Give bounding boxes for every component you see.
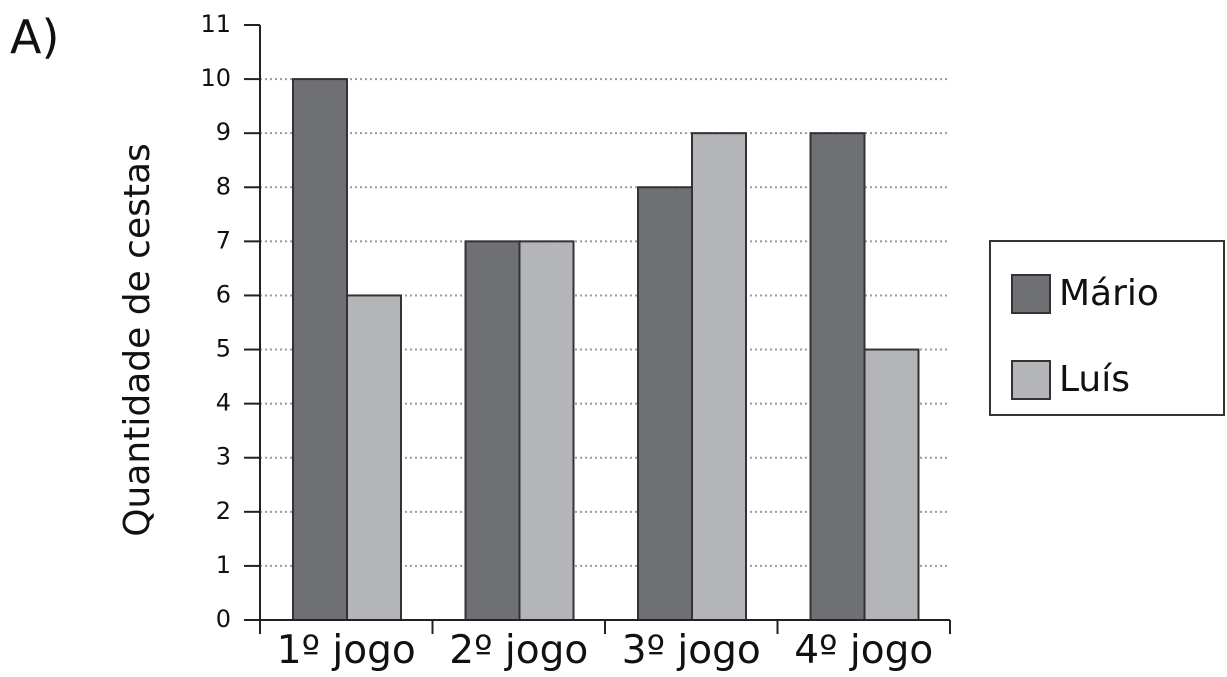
bar-luis-1	[346, 294, 402, 621]
y-tick-label-4: 4	[216, 389, 231, 417]
y-tick-label-10: 10	[200, 64, 231, 92]
legend-label-luis: Luís	[1059, 359, 1130, 400]
y-tick-label-1: 1	[216, 551, 231, 579]
x-tick-label-4: 4º jogo	[794, 628, 933, 673]
y-axis-label: Quantidade de cestas	[117, 143, 158, 537]
x-tick-label-3: 3º jogo	[622, 628, 761, 673]
legend-swatch-mario	[1011, 274, 1051, 314]
y-tick-label-11: 11	[200, 10, 231, 38]
x-tick-label-2: 2º jogo	[449, 628, 588, 673]
panel-label: A)	[10, 10, 60, 64]
bar-mario-4	[809, 132, 866, 621]
bar-mario-3	[637, 186, 693, 621]
bar-mario-1	[292, 78, 348, 622]
bar-luis-4	[863, 348, 920, 621]
x-tick-label-1: 1º jogo	[277, 628, 416, 673]
y-tick-label-6: 6	[216, 280, 231, 308]
y-tick-label-7: 7	[216, 226, 231, 254]
legend-label-mario: Mário	[1059, 273, 1159, 314]
y-tick-label-5: 5	[216, 335, 231, 363]
y-tick-label-0: 0	[216, 605, 231, 633]
legend-item-mario: Mário	[1011, 273, 1159, 315]
legend-swatch-luis	[1011, 360, 1051, 400]
y-tick-label-9: 9	[216, 118, 231, 146]
chart-legend: Mário Luís	[989, 240, 1225, 416]
y-tick-label-8: 8	[216, 172, 231, 200]
bar-luis-2	[518, 240, 575, 621]
y-tick-label-3: 3	[216, 443, 231, 471]
legend-item-luis: Luís	[1011, 359, 1130, 401]
y-tick-label-2: 2	[216, 497, 231, 525]
bar-luis-3	[691, 132, 747, 621]
bar-mario-2	[464, 240, 521, 621]
